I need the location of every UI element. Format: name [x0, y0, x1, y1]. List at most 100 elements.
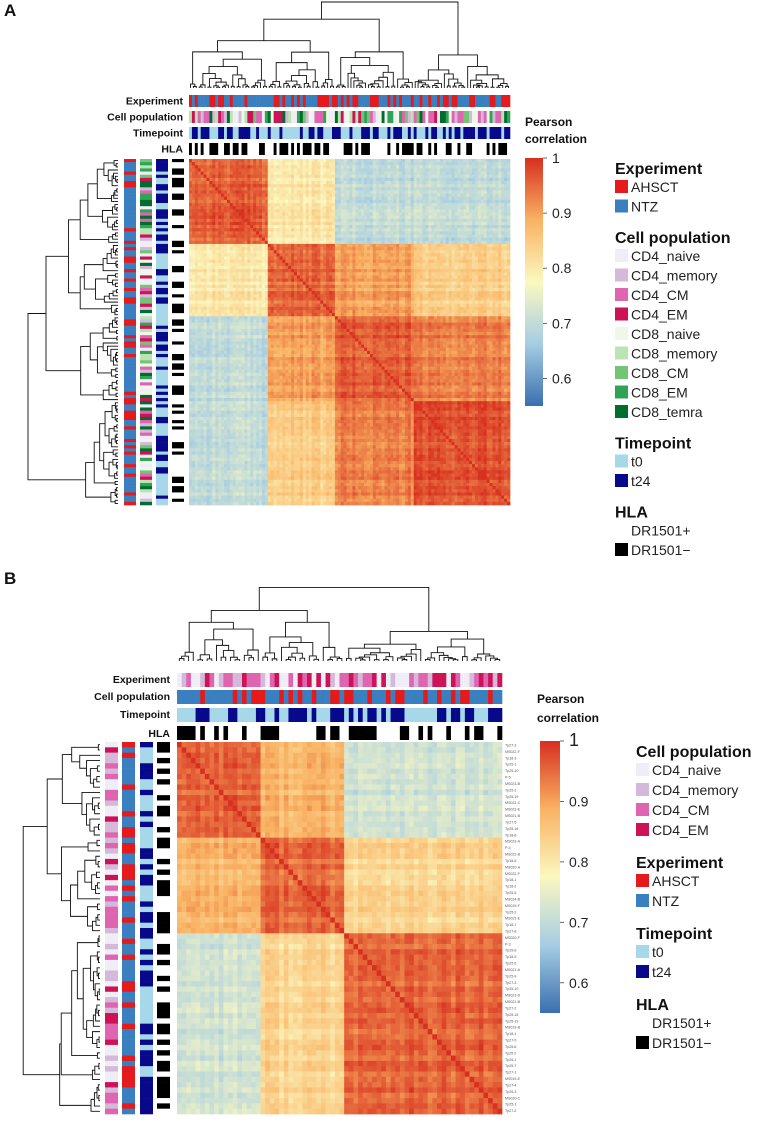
panel-a-row-track-cell [124, 404, 136, 407]
panel-a-row-track-cell [140, 379, 152, 382]
panel-a-heatmap-cell [385, 168, 388, 172]
panel-a-heatmap-cell [376, 159, 379, 163]
panel-a-heatmap-cell [420, 165, 423, 169]
panel-a-heatmap-cell [460, 165, 463, 169]
panel-a-column-track-cell [428, 111, 431, 123]
panel-a-row-track-cell [156, 452, 168, 455]
panel-a-heatmap-cell [314, 162, 317, 166]
panel-a-column-track-cell [370, 95, 373, 107]
panel-a-column-track-cell [230, 111, 233, 123]
panel-a-heatmap-cell [364, 165, 367, 169]
panel-a-row-track-cell [156, 194, 168, 197]
panel-a-column-track-cell [446, 143, 449, 155]
panel-a-heatmap-cell [507, 165, 510, 169]
panel-a-row-track-cell [124, 288, 136, 291]
panel-a-row-track-cell [156, 159, 168, 162]
panel-a-row-track-cell [172, 442, 184, 445]
panel-a-column-track-cell [379, 95, 382, 107]
panel-a-heatmap-cell [352, 162, 355, 166]
panel-a-column-track-cell [449, 111, 452, 123]
panel-a-heatmap-cell [338, 162, 341, 166]
panel-a-row-track-cell [172, 423, 184, 426]
panel-a-column-track-cell [317, 111, 320, 123]
panel-a-row-track-cell [140, 332, 152, 335]
panel-a-column-track-cell [236, 127, 239, 139]
panel-a-row-track-cell [172, 430, 184, 433]
panel-a-heatmap-cell [367, 162, 370, 166]
panel-a-column-track-cell [300, 95, 303, 107]
panel-a-column-track-cell [396, 95, 399, 107]
panel-a-row-track-cell [140, 263, 152, 266]
panel-a-heatmap-cell [469, 162, 472, 166]
panel-a-row-track-cell [124, 197, 136, 200]
panel-a-heatmap-cell [443, 165, 446, 169]
panel-a-heatmap-cell [341, 162, 344, 166]
panel-a-column-track-cell [303, 95, 306, 107]
panel-a-heatmap-cell [212, 175, 215, 179]
panel-a-row-track-cell [156, 439, 168, 442]
panel-a-heatmap-cell [425, 168, 428, 172]
panel-a-heatmap-cell [393, 165, 396, 169]
panel-a-row-track-cell [140, 260, 152, 263]
panel-a-heatmap-cell [306, 168, 309, 172]
panel-a-row-track-cell [172, 367, 184, 370]
panel-a-row-track-cell [156, 417, 168, 420]
panel-a-heatmap-cell [204, 165, 207, 169]
panel-a-heatmap-cell [507, 168, 510, 172]
panel-a-row-track-cell [156, 181, 168, 184]
panel-a-row-track-cell [140, 225, 152, 228]
panel-a-heatmap-cell [198, 172, 201, 176]
panel-a-heatmap-cell [320, 172, 323, 176]
panel-a-row-track-cell [140, 307, 152, 310]
panel-a-column-dendrogram-branch [264, 19, 379, 52]
panel-a-heatmap-cell [242, 168, 245, 172]
panel-a-heatmap-cell [495, 162, 498, 166]
panel-a-column-track-cell [338, 95, 341, 107]
panel-a-row-track-cell [172, 439, 184, 442]
panel-a-row-track-cell [124, 203, 136, 206]
panel-a-heatmap-cell [262, 162, 265, 166]
panel-a-row-track-cell [124, 234, 136, 237]
panel-a-heatmap-cell [425, 165, 428, 169]
panel-a-heatmap-cell [233, 165, 236, 169]
panel-a-heatmap-cell [498, 162, 501, 166]
panel-a-column-track-cell [309, 143, 312, 155]
panel-a-column-track-cell [306, 95, 309, 107]
panel-a-heatmap-cell [472, 159, 475, 163]
panel-a-column-dendrogram-branch [421, 87, 424, 88]
panel-a-column-track-cell [425, 127, 428, 139]
panel-a-column-track-cell [370, 127, 373, 139]
panel-a-column-track-cell [385, 143, 388, 155]
panel-a-row-track-cell [172, 363, 184, 366]
panel-a-column-track-cell [507, 127, 510, 139]
panel-a-heatmap-cell [352, 165, 355, 169]
panel-a-row-track-cell [172, 404, 184, 407]
panel-a-column-track-cell [361, 95, 364, 107]
panel-a-row-track-cell [172, 326, 184, 329]
panel-a-column-track-cell [466, 95, 469, 107]
panel-a-heatmap-cell [256, 159, 259, 163]
panel-a-heatmap-cell [215, 159, 218, 163]
panel-a-heatmap-cell [492, 168, 495, 172]
panel-a-heatmap-cell [466, 159, 469, 163]
panel-a-heatmap-cell [218, 172, 221, 176]
panel-a-column-track-cell [201, 127, 204, 139]
panel-a-row-track-cell [140, 165, 152, 168]
panel-a-column-track-cell [189, 111, 192, 123]
panel-a-column-track-cell [320, 127, 323, 139]
panel-a-row-track-cell [172, 420, 184, 423]
panel-a-heatmap-cell [288, 159, 291, 163]
panel-a-heatmap-cell [487, 168, 490, 172]
panel-a-row-track-cell [124, 313, 136, 316]
panel-a-row-track-cell [124, 294, 136, 297]
panel-a-row-track-cell [124, 212, 136, 215]
panel-a-column-track-cell [341, 111, 344, 123]
panel-a-heatmap-cell [501, 168, 504, 172]
panel-a-row-track-cell [140, 216, 152, 219]
panel-a-heatmap-cell [224, 168, 227, 172]
panel-a-heatmap-cell [472, 165, 475, 169]
panel-a-row-track-cell [156, 190, 168, 193]
panel-a-row-track-cell [172, 389, 184, 392]
panel-a-heatmap-cell [405, 168, 408, 172]
panel-a-column-track-cell [478, 95, 481, 107]
